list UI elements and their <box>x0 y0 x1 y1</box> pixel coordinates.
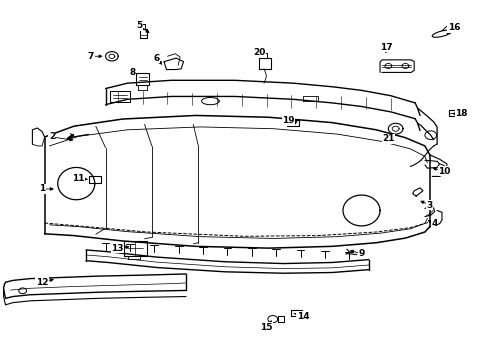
Text: 20: 20 <box>252 48 265 57</box>
Text: 2: 2 <box>49 132 55 141</box>
Text: 4: 4 <box>430 219 437 228</box>
Text: 5: 5 <box>136 21 142 30</box>
Text: 12: 12 <box>36 278 48 287</box>
Text: 7: 7 <box>87 52 94 61</box>
Text: 15: 15 <box>260 323 272 332</box>
Text: 11: 11 <box>72 174 85 183</box>
Text: 17: 17 <box>379 43 391 52</box>
Text: 10: 10 <box>437 167 449 176</box>
Text: 16: 16 <box>447 23 460 32</box>
Text: 1: 1 <box>39 184 45 193</box>
Text: 18: 18 <box>454 109 467 118</box>
Text: 3: 3 <box>426 201 432 210</box>
Text: 8: 8 <box>129 68 135 77</box>
Text: 14: 14 <box>296 312 309 321</box>
Text: 19: 19 <box>282 116 294 125</box>
Text: 13: 13 <box>111 244 124 253</box>
Text: 6: 6 <box>153 54 160 63</box>
Text: 9: 9 <box>358 249 364 258</box>
Text: 21: 21 <box>381 134 394 143</box>
